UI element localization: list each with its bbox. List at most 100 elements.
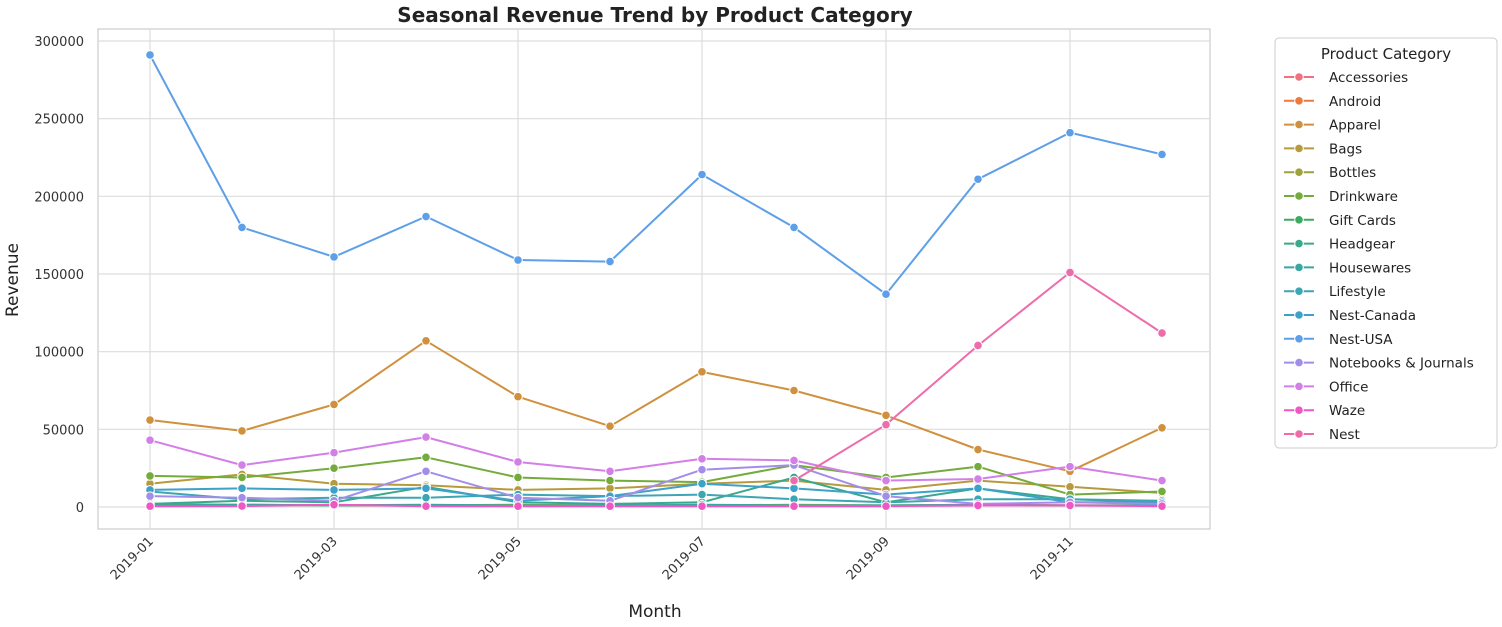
- y-tick-label: 200000: [34, 190, 84, 205]
- y-tick-label: 250000: [34, 113, 84, 128]
- legend-item: Nest: [1284, 427, 1360, 443]
- data-point: [789, 385, 799, 396]
- series-line: [149, 54, 1163, 296]
- data-point: [697, 464, 707, 475]
- data-point: [513, 391, 523, 402]
- series-nest-usa: [145, 50, 1167, 299]
- data-point: [421, 211, 431, 222]
- legend-swatch-marker: [1294, 334, 1304, 344]
- data-point: [145, 471, 155, 481]
- data-point: [237, 483, 247, 494]
- data-point: [697, 169, 707, 180]
- data-point: [1065, 461, 1075, 472]
- data-point: [237, 460, 247, 470]
- legend-item: Bags: [1284, 141, 1362, 157]
- series-notebooks-journals: [145, 460, 1167, 509]
- data-point: [605, 421, 615, 432]
- data-point: [605, 256, 615, 267]
- series-line: [149, 482, 1162, 504]
- data-point: [697, 454, 707, 464]
- series-line: [149, 436, 1163, 482]
- series-apparel: [145, 335, 1167, 477]
- legend-item: Nest-USA: [1284, 332, 1393, 348]
- data-point: [329, 485, 339, 495]
- data-point: [973, 340, 983, 351]
- plot-area: [97, 28, 1211, 530]
- chart-title: Seasonal Revenue Trend by Product Catego…: [397, 3, 912, 27]
- legend-label: Accessories: [1329, 70, 1408, 86]
- data-point: [421, 466, 431, 477]
- data-point: [789, 475, 799, 486]
- data-point: [421, 501, 431, 512]
- data-point: [605, 466, 615, 477]
- data-point: [145, 435, 155, 446]
- legend-swatch-marker: [1294, 405, 1304, 416]
- data-point: [789, 501, 799, 512]
- legend-label: Office: [1329, 379, 1368, 395]
- legend-item: Gift Cards: [1284, 213, 1396, 229]
- legend-item: Android: [1284, 94, 1381, 110]
- data-point: [145, 501, 155, 512]
- legend: Product Category Accessories Android Appar…: [1274, 37, 1498, 449]
- data-point: [513, 501, 523, 512]
- series-lines: [145, 50, 1167, 512]
- data-point: [145, 415, 155, 425]
- legend-box: [1274, 37, 1498, 449]
- data-point: [513, 492, 523, 503]
- data-point: [1065, 500, 1075, 511]
- data-point: [329, 447, 339, 458]
- legend-label: Waze: [1329, 403, 1365, 419]
- data-point: [605, 501, 615, 512]
- legend-label: Lifestyle: [1329, 284, 1386, 300]
- legend-label: Notebooks & Journals: [1329, 356, 1474, 372]
- data-point: [513, 255, 523, 265]
- data-point: [973, 483, 983, 494]
- legend-label: Android: [1329, 94, 1381, 110]
- x-axis-label: Month: [628, 602, 681, 622]
- legend-item: Notebooks & Journals: [1284, 356, 1474, 372]
- legend-item: Lifestyle: [1284, 284, 1386, 300]
- data-point: [973, 500, 983, 511]
- data-point: [789, 455, 799, 466]
- data-point: [513, 457, 523, 467]
- y-tick-label: 300000: [34, 35, 84, 50]
- legend-swatch-marker: [1294, 215, 1304, 225]
- data-point: [237, 472, 247, 483]
- y-tick-label: 150000: [34, 268, 84, 283]
- legend-item: Drinkware: [1284, 189, 1398, 205]
- data-point: [329, 463, 339, 473]
- legend-label: Apparel: [1329, 118, 1381, 134]
- data-point: [513, 472, 523, 483]
- y-tick-label: 100000: [34, 346, 84, 361]
- legend-swatch-marker: [1294, 262, 1304, 273]
- legend-label: Nest-USA: [1329, 332, 1393, 348]
- legend-item: Bottles: [1284, 165, 1376, 181]
- legend-item: Apparel: [1284, 118, 1381, 134]
- data-point: [697, 478, 707, 489]
- data-point: [1157, 486, 1167, 497]
- legend-label: Drinkware: [1329, 189, 1398, 205]
- data-point: [973, 444, 983, 455]
- data-point: [605, 475, 615, 486]
- data-point: [237, 222, 247, 233]
- legend-swatch-marker: [1294, 286, 1304, 297]
- legend-swatch-marker: [1294, 96, 1304, 106]
- series-line: [149, 456, 1163, 496]
- data-point: [881, 410, 891, 421]
- grid-lines: [98, 29, 1210, 529]
- data-point: [1157, 475, 1167, 486]
- data-point: [145, 491, 155, 501]
- data-point: [789, 222, 799, 233]
- data-point: [421, 432, 431, 442]
- data-point: [237, 501, 247, 511]
- y-axis-label: Revenue: [3, 243, 23, 317]
- legend-swatch-marker: [1294, 191, 1304, 201]
- legend-swatch-marker: [1294, 119, 1304, 130]
- legend-label: Bottles: [1329, 165, 1376, 181]
- legend-item: Office: [1284, 379, 1368, 395]
- data-point: [145, 50, 155, 60]
- series-nest: [789, 267, 1167, 486]
- data-point: [1157, 328, 1167, 338]
- legend-item: Nest-Canada: [1284, 308, 1416, 324]
